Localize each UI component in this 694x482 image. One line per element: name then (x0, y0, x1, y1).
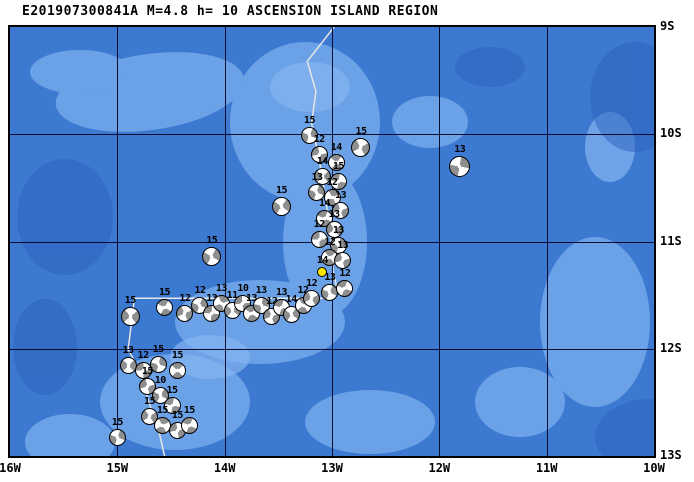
focal-mechanism-beachball (300, 126, 318, 144)
focal-mechanism-beachball (138, 377, 156, 395)
depth-label: 15 (159, 287, 171, 299)
focal-mechanism-beachball (176, 304, 194, 322)
depth-label: 12 (297, 285, 309, 297)
focal-mechanism-beachball (108, 429, 126, 447)
map-title: E201907300841A M=4.8 h= 10 ASCENSION ISL… (22, 4, 439, 19)
x-tick-label: 16W (0, 461, 21, 475)
x-tick-label: 12W (428, 461, 451, 475)
main-event-depth-label: 14 (316, 254, 329, 266)
depth-label: 12 (194, 285, 206, 297)
depth-label: 13 (255, 285, 268, 297)
focal-mechanism-beachball (282, 305, 300, 323)
grid-line-parallel (10, 134, 654, 136)
depth-label: 12 (306, 277, 318, 289)
y-tick-label: 12S (660, 340, 682, 355)
depth-label: 13 (337, 240, 349, 252)
depth-label: 13 (335, 189, 347, 201)
depth-label: 12 (313, 134, 326, 146)
depth-label: 15 (206, 235, 218, 246)
depth-label: 12 (137, 349, 150, 361)
focal-mechanism-beachball (327, 153, 345, 171)
depth-label: 13 (215, 283, 228, 295)
x-tick-label: 10W (643, 461, 665, 475)
focal-mechanism-beachball (156, 299, 174, 317)
grid-line-parallel (10, 348, 654, 350)
y-tick-label: 9S (660, 19, 675, 33)
focal-mechanism-beachball (449, 155, 471, 177)
depth-label: 11 (226, 289, 239, 301)
y-tick-label: 10S (660, 126, 682, 141)
depth-label: 15 (166, 385, 179, 397)
depth-label: 13 (332, 225, 345, 237)
x-tick-label: 11W (535, 461, 558, 475)
depth-label: 12 (313, 218, 326, 230)
depth-label: 15 (276, 184, 288, 196)
depth-label: 13 (311, 171, 323, 183)
main-event-marker (317, 266, 328, 277)
focal-mechanism-beachball (332, 201, 350, 219)
depth-label: 14 (285, 293, 298, 305)
depth-label: 14 (330, 141, 343, 153)
depth-label: 13 (328, 209, 341, 221)
depth-label: 13 (454, 143, 466, 155)
depth-label: 13 (245, 292, 258, 304)
focal-mechanism-beachball (180, 417, 198, 435)
focal-mechanism-beachball (329, 172, 347, 190)
focal-mechanism-beachball (202, 247, 222, 266)
depth-label: 12 (266, 296, 278, 308)
depth-label: 13 (206, 292, 218, 304)
focal-mechanism-beachball (334, 252, 352, 270)
depth-label: 15 (141, 365, 154, 377)
focal-mechanism-beachball (336, 280, 354, 298)
x-tick-label: 15W (106, 461, 129, 475)
focal-mechanism-beachball (303, 289, 321, 307)
depth-label: 10 (154, 375, 167, 387)
y-tick-label: 13S (660, 448, 682, 462)
depth-label: 15 (111, 417, 124, 429)
depth-label: 12 (324, 237, 336, 249)
depth-label: 15 (332, 160, 345, 172)
depth-label: 15 (183, 405, 196, 417)
map-canvas: 15 15 13 12 14 14 15 13 12 15 13 14 13 12 13 12 15 13 15 15… (8, 25, 656, 458)
focal-mechanism-beachball (310, 146, 328, 164)
focal-mechanism-beachball (272, 196, 292, 216)
focal-mechanism-beachball (323, 189, 341, 207)
depth-label: 15 (303, 114, 316, 126)
depth-label: 13 (276, 287, 288, 299)
x-tick-label: 14W (213, 461, 236, 475)
events-layer: 15 15 13 12 14 14 15 13 12 15 13 14 13 12 13 12 15 13 15 15… (10, 27, 654, 456)
focal-mechanism-beachball (120, 307, 140, 327)
depth-label: 13 (324, 272, 336, 284)
focal-mechanism-beachball (149, 356, 167, 374)
depth-label: 15 (152, 344, 165, 356)
x-tick-label: 13W (321, 461, 343, 475)
focal-mechanism-beachball (351, 137, 371, 157)
focal-mechanism-beachball (151, 387, 169, 405)
depth-label: 13 (122, 345, 135, 357)
depth-label: 15 (124, 295, 137, 307)
depth-label: 10 (237, 283, 249, 295)
depth-label: 15 (144, 395, 156, 407)
focal-mechanism-beachball (119, 357, 137, 375)
depth-label: 14 (318, 198, 331, 210)
focal-mechanism-beachball (163, 397, 181, 415)
focal-mechanism-beachball (168, 361, 186, 379)
focal-mechanism-beachball (141, 407, 159, 425)
depth-label: 14 (316, 155, 329, 167)
depth-label: 15 (355, 125, 367, 137)
depth-label: 15 (171, 349, 184, 361)
depth-label: 15 (171, 409, 184, 421)
y-tick-label: 11S (660, 233, 682, 248)
depth-label: 12 (339, 268, 351, 280)
depth-label: 12 (179, 292, 191, 304)
focal-mechanism-beachball (310, 230, 328, 248)
depth-label: 12 (326, 177, 338, 189)
depth-label: 15 (156, 405, 169, 417)
